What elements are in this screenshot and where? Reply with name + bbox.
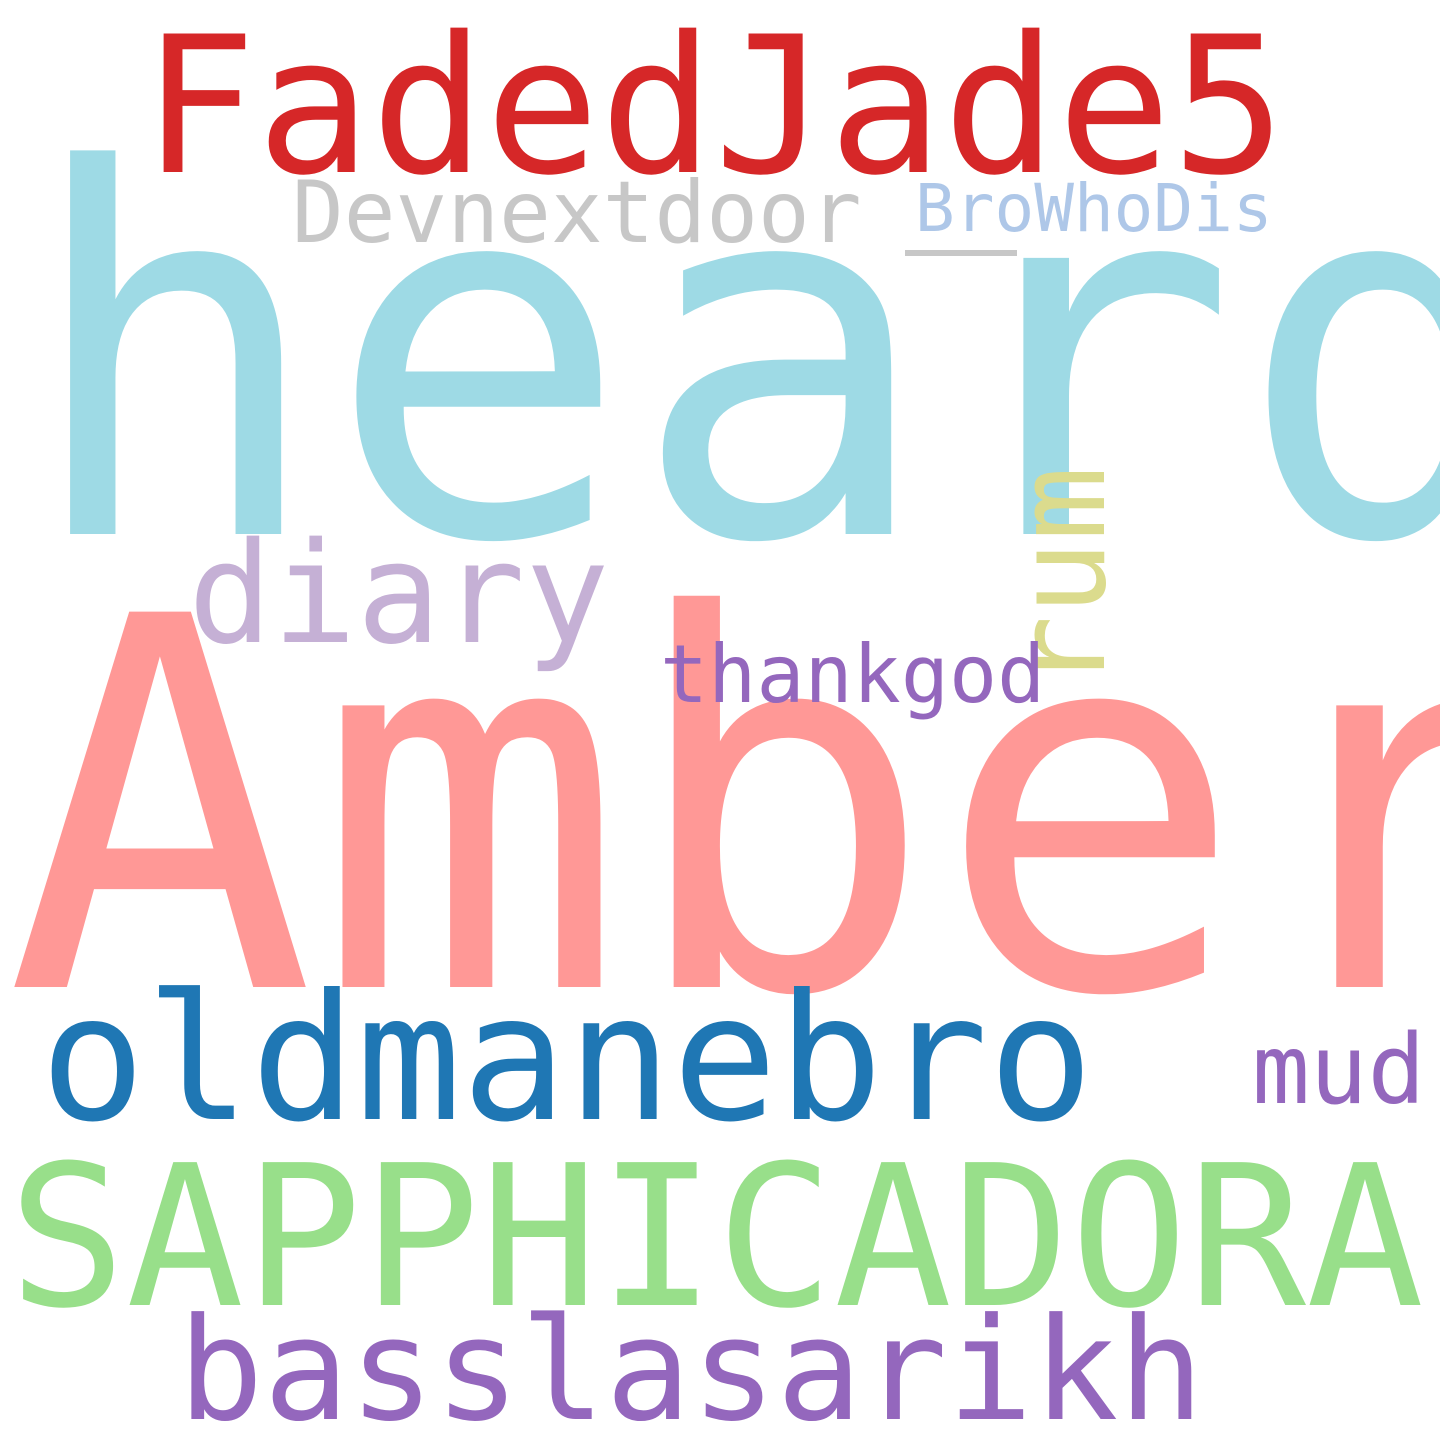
word-fadedjade5: FadedJade5 [142,0,1286,217]
word-mud: mud [1252,1014,1426,1126]
word-heard: heard [22,66,1440,654]
word-browhodis: BroWhoDis [915,170,1273,247]
word-amber: Amber [5,510,1440,1109]
word-oldmanebro: oldmanebro [40,958,1094,1161]
word-devnextdoor: Devnextdoor [292,163,862,263]
word-thankgod: thankgod [660,628,1046,721]
word-sapphicadora: SAPPHICADORA [8,1124,1425,1352]
devnextdoor-underscore [905,250,1017,256]
word-diary: diary [188,513,610,676]
word-basslasarikh: basslasarikh [178,1288,1204,1440]
